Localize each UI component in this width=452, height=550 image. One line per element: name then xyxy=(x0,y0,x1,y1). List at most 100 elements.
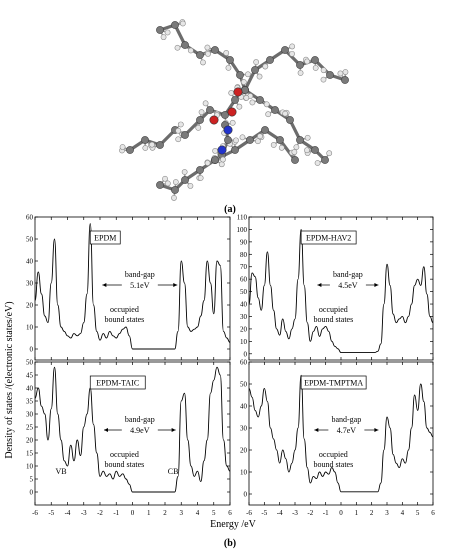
y-tick-label: 20 xyxy=(240,325,248,333)
occupied-label: occupied xyxy=(110,450,139,459)
x-tick-label: 5 xyxy=(416,509,420,517)
y-tick-label: 35 xyxy=(26,398,34,406)
bound-states-label: bound states xyxy=(104,460,144,469)
occupied-label: occupied xyxy=(319,450,348,459)
y-tick-label: 50 xyxy=(240,381,248,389)
plot-title: EPDM-TMPTMA xyxy=(304,379,363,388)
y-tick-label: 50 xyxy=(26,359,34,367)
y-tick-label: 30 xyxy=(240,425,248,433)
panel-a-caption: (a) xyxy=(224,204,236,215)
y-tick-label: 90 xyxy=(240,238,248,246)
band-gap-value: 4.9eV xyxy=(130,426,150,435)
x-tick-label: 2 xyxy=(163,509,167,517)
plot-title-box: EPDM-TMPTMA xyxy=(300,375,367,390)
y-tick-label: 100 xyxy=(237,226,248,234)
y-tick-label: 40 xyxy=(26,385,34,393)
dos-series-line xyxy=(248,228,434,353)
y-tick-label: 0 xyxy=(244,491,248,499)
dos-plot-epdm-tmptma: 0 10 20 30 40 50 60 -6 -5 -4 -3 -2 -1 0 1 2 3 4 5 6 EPDM-TMP… xyxy=(240,359,435,518)
plot-title: EPDM-HAV2 xyxy=(306,234,351,243)
y-tick-label: 20 xyxy=(26,437,34,445)
y-tick-label: 25 xyxy=(26,424,34,432)
y-tick-label: 110 xyxy=(237,214,248,222)
y-tick-label: 60 xyxy=(240,276,248,284)
y-tick-label: 20 xyxy=(240,447,248,455)
y-tick-label: 20 xyxy=(26,302,34,310)
x-tick-label: 6 xyxy=(228,509,232,517)
plot-title-box: EPDM xyxy=(89,230,121,245)
x-tick-label: 1 xyxy=(355,509,359,517)
y-tick-label: 40 xyxy=(240,301,248,309)
molecule-structure-image xyxy=(119,19,349,201)
plot-title-box: EPDM-TAIC xyxy=(89,375,146,390)
y-tick-label: 60 xyxy=(240,359,248,367)
bound-states-label: bound states xyxy=(104,315,144,324)
x-tick-label: -1 xyxy=(323,509,329,517)
y-tick-label: 40 xyxy=(240,403,248,411)
x-tick-label: 3 xyxy=(385,509,389,517)
y-tick-label: 15 xyxy=(26,450,34,458)
occupied-label: occupied xyxy=(110,305,139,314)
band-gap-value: 4.7eV xyxy=(337,426,357,435)
y-tick-label: 30 xyxy=(26,411,34,419)
x-tick-label: -5 xyxy=(48,509,54,517)
x-tick-label: 2 xyxy=(370,509,374,517)
y-tick-label: 10 xyxy=(26,324,34,332)
y-tick-label: 10 xyxy=(26,463,34,471)
x-tick-label: -6 xyxy=(246,509,252,517)
bound-states-label: bound states xyxy=(313,460,353,469)
band-gap-label: band-gap xyxy=(125,270,155,279)
x-tick-label: 4 xyxy=(196,509,200,517)
y-tick-label: 50 xyxy=(240,288,248,296)
dos-series-line xyxy=(34,366,231,493)
y-tick-label: 10 xyxy=(240,338,248,346)
x-tick-label: -2 xyxy=(307,509,313,517)
x-tick-label: -5 xyxy=(261,509,267,517)
dos-plot-epdm-hav2: 0 10 20 30 40 50 60 70 80 90 100 110 EPDM-HAV2 band-g… xyxy=(237,214,434,361)
y-tick-label: 30 xyxy=(26,280,34,288)
dos-plots-grid: 0102030405060EPDMband-gap5.1eVoccupiedbo… xyxy=(26,214,435,518)
dos-series-line xyxy=(248,374,434,493)
band-gap-label: band-gap xyxy=(125,415,155,424)
x-tick-label: -4 xyxy=(277,509,283,517)
y-tick-label: 70 xyxy=(240,263,248,271)
dos-series-line xyxy=(34,223,231,350)
dos-plot-epdm: 0 10 20 30 40 50 60 EPDM band-gap 5.1eV occupiedbo… xyxy=(26,214,231,361)
shared-y-axis-label: Density of states /(electronic states/eV… xyxy=(4,301,15,458)
x-tick-label: -1 xyxy=(113,509,119,517)
x-tick-label: 1 xyxy=(147,509,151,517)
y-tick-label: 5 xyxy=(30,476,34,484)
y-tick-label: 45 xyxy=(26,372,34,380)
x-tick-label: 0 xyxy=(131,509,135,517)
conduction-band-label: CB xyxy=(168,467,179,476)
band-gap-label: band-gap xyxy=(331,415,361,424)
y-tick-label: 0 xyxy=(244,350,248,358)
occupied-label: occupied xyxy=(319,305,348,314)
y-tick-label: 0 xyxy=(30,346,34,354)
plot-title-box: EPDM-HAV2 xyxy=(300,230,357,245)
x-tick-label: -3 xyxy=(292,509,298,517)
x-tick-label: 5 xyxy=(212,509,216,517)
y-tick-label: 80 xyxy=(240,251,248,259)
band-gap-value: 5.1eV xyxy=(130,281,150,290)
bound-states-label: bound states xyxy=(313,315,353,324)
band-gap-value: 4.5eV xyxy=(338,281,358,290)
plot-title: EPDM-TAIC xyxy=(96,379,139,388)
y-tick-label: 40 xyxy=(26,258,34,266)
valence-band-label: VB xyxy=(55,467,66,476)
band-gap-label: band-gap xyxy=(333,270,363,279)
x-tick-label: 6 xyxy=(431,509,435,517)
panel-b-caption: (b) xyxy=(224,538,236,549)
x-tick-label: -2 xyxy=(97,509,103,517)
y-tick-label: 50 xyxy=(26,236,34,244)
y-tick-label: 30 xyxy=(240,313,248,321)
plot-title: EPDM xyxy=(94,234,116,243)
x-tick-label: -3 xyxy=(81,509,87,517)
x-tick-label: -6 xyxy=(32,509,38,517)
y-tick-label: 10 xyxy=(240,469,248,477)
x-tick-label: 3 xyxy=(180,509,184,517)
shared-x-axis-label: Energy /eV xyxy=(210,519,256,530)
y-tick-label: 60 xyxy=(26,214,34,222)
